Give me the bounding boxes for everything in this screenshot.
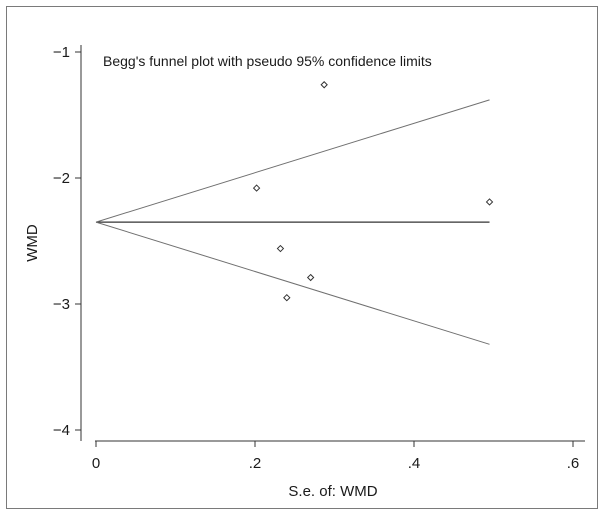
data-point <box>276 244 285 253</box>
data-point <box>485 198 494 206</box>
lower-confidence-limit-line <box>95 221 490 345</box>
x-axis-ticks: 0 .2 .4 .6 <box>92 441 579 472</box>
data-point <box>320 81 328 89</box>
x-axis-title: S.e. of: WMD <box>288 483 377 500</box>
y-tick-label: −1 <box>53 44 70 61</box>
data-point <box>283 293 291 302</box>
x-tick-label: .4 <box>408 455 421 472</box>
y-tick-label: −4 <box>53 422 70 439</box>
y-tick-label: −3 <box>53 296 70 313</box>
funnel-lines <box>95 99 490 345</box>
y-axis-ticks: −1 −2 −3 −4 <box>53 44 81 439</box>
x-tick-label: 0 <box>92 455 100 472</box>
plot-title: Begg's funnel plot with pseudo 95% confi… <box>103 53 432 69</box>
x-tick-label: .6 <box>567 455 580 472</box>
upper-confidence-limit-line <box>95 99 490 223</box>
y-tick-label: −2 <box>53 170 70 187</box>
data-points <box>252 81 494 302</box>
data-point <box>306 273 315 282</box>
data-point <box>252 184 261 192</box>
y-axis-title: WMD <box>24 224 41 262</box>
x-tick-label: .2 <box>249 455 262 472</box>
figure-border <box>6 6 598 509</box>
